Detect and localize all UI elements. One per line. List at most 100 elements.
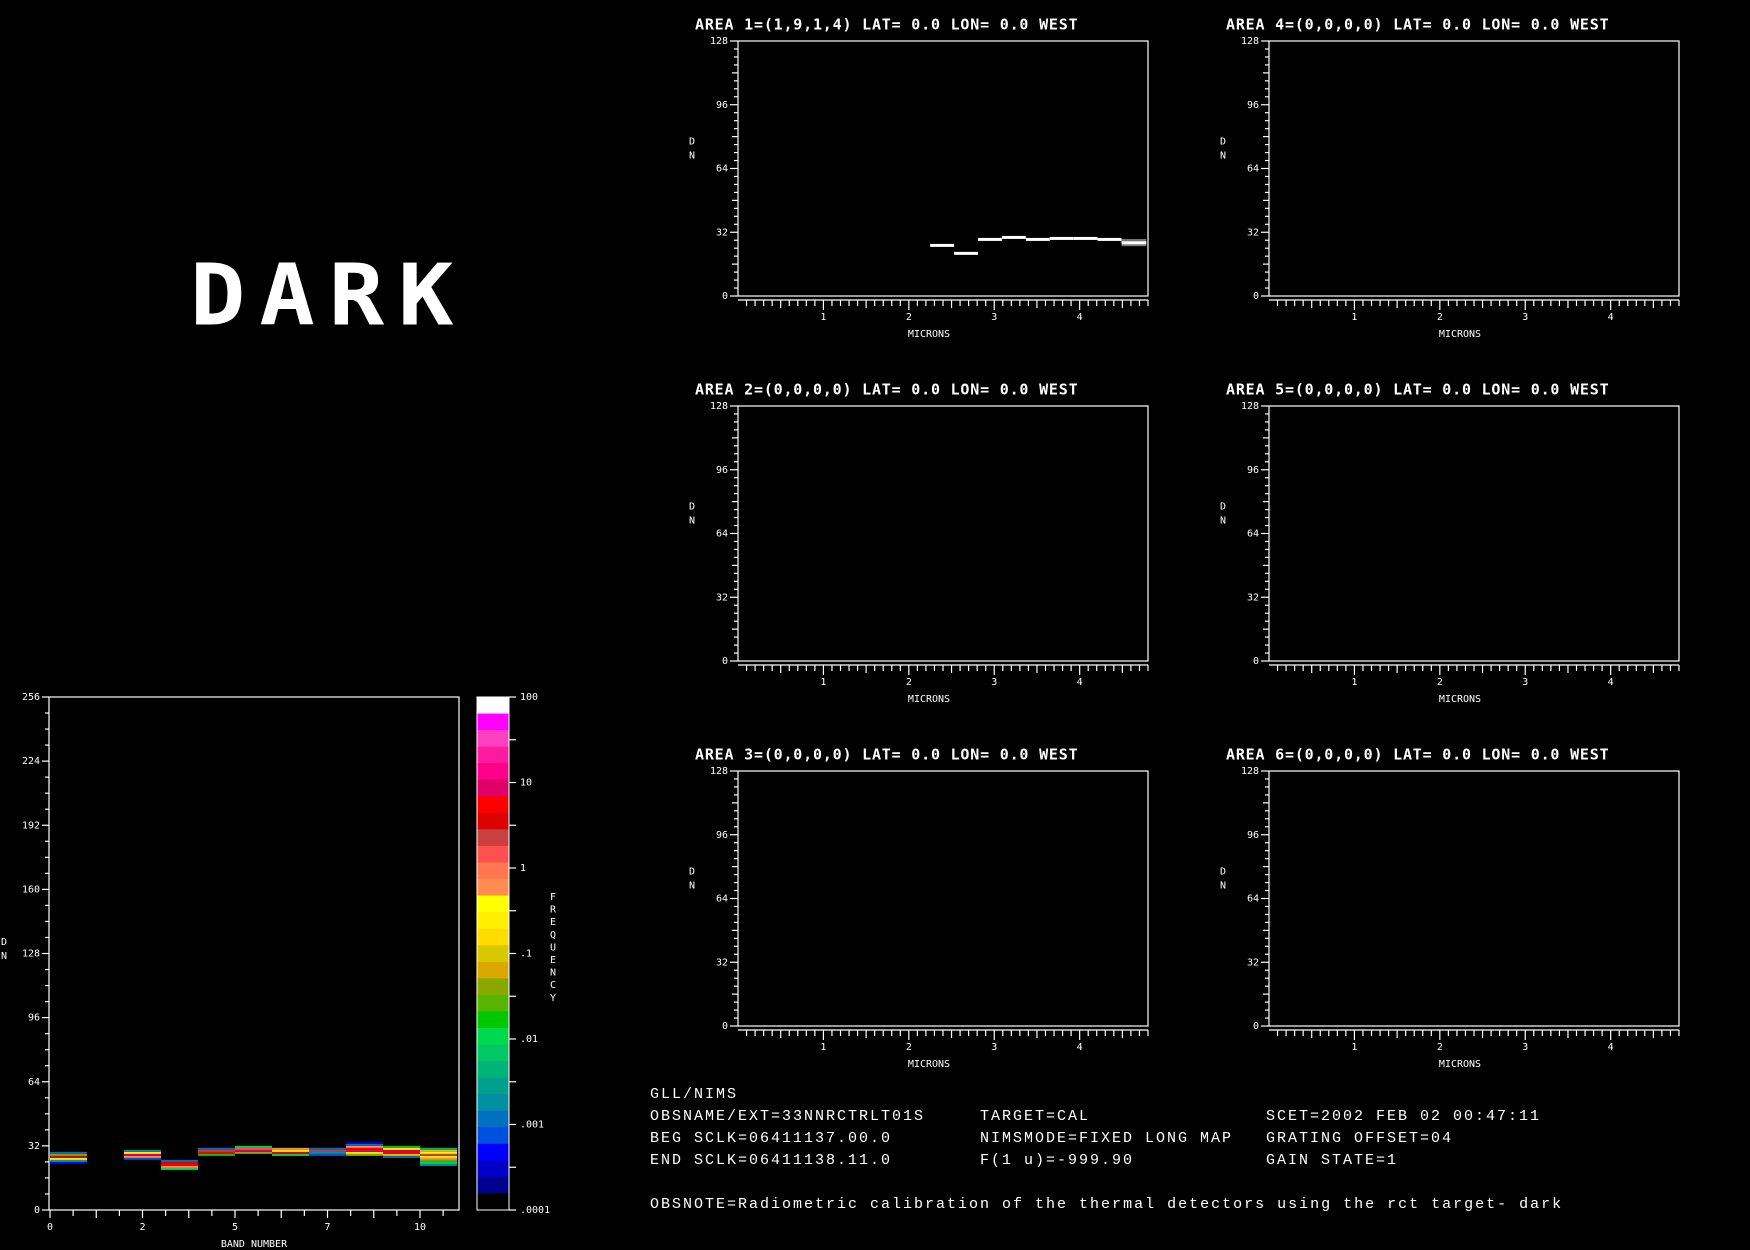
histogram-cell — [346, 1149, 383, 1152]
histogram-cell — [420, 1147, 457, 1150]
area-panel-5: AREA 5=(0,0,0,0) LAT= 0.0 LON= 0.0 WEST 0… — [1220, 381, 1680, 705]
x-tick-label: 2 — [1437, 1042, 1443, 1053]
y-tick-label: 128 — [22, 949, 40, 960]
y-tick-label: 32 — [28, 1141, 40, 1152]
area-title: AREA 4=(0,0,0,0) LAT= 0.0 LON= 0.0 WEST — [1226, 16, 1609, 34]
y-tick-label: 128 — [710, 766, 728, 777]
y-tick-label: 0 — [1253, 1021, 1259, 1032]
spectrum-step — [954, 251, 979, 255]
histogram-cell — [50, 1161, 87, 1164]
histogram-cell — [383, 1147, 420, 1150]
band-histogram-panel: 0 32 64 96 128 160 192 224 256 0 2 5 7 10 BAND NUMBER D… — [1, 692, 460, 1250]
y-tick-label: 128 — [710, 36, 728, 47]
colorbar-swatch — [477, 945, 509, 963]
histogram-cell — [383, 1149, 420, 1152]
histogram-cell — [346, 1151, 383, 1154]
y-tick-label: 64 — [716, 164, 728, 175]
info-beg-sclk: BEG SCLK=06411137.00.0 — [650, 1130, 893, 1147]
colorbar-swatch — [477, 1027, 509, 1046]
x-tick-label: 3 — [991, 312, 997, 323]
colorbar-swatch — [477, 796, 509, 814]
colorbar-swatch — [477, 961, 509, 979]
histogram-cell — [161, 1167, 198, 1170]
area-panel-2: AREA 2=(0,0,0,0) LAT= 0.0 LON= 0.0 WEST 0… — [689, 381, 1149, 705]
histogram-cell — [50, 1159, 87, 1162]
info-scet: SCET=2002 FEB 02 00:47:11 — [1266, 1108, 1542, 1125]
histogram-cell — [198, 1153, 235, 1156]
x-tick-label: 3 — [1522, 1042, 1528, 1053]
colorbar-tick-label: .01 — [520, 1034, 538, 1045]
info-gain-state: GAIN STATE=1 — [1266, 1152, 1399, 1169]
x-tick-label: 7 — [324, 1222, 330, 1233]
y-tick-label: 96 — [716, 830, 728, 841]
x-tick-label: 2 — [906, 312, 912, 323]
histogram-cell — [198, 1147, 235, 1150]
y-tick-label: 0 — [34, 1205, 40, 1216]
plot-frame — [1268, 405, 1680, 662]
colorbar-swatch — [477, 1011, 509, 1029]
spectrum-step — [930, 243, 955, 247]
x-tick-label: 2 — [906, 677, 912, 688]
x-tick-label: 3 — [991, 1042, 997, 1053]
plot-frame — [48, 696, 460, 1211]
x-tick-label: 2 — [139, 1222, 145, 1233]
y-tick-label: 32 — [1247, 957, 1259, 968]
x-axis-label: MICRONS — [908, 694, 950, 705]
info-f1u: F(1 u)=-999.90 — [980, 1152, 1135, 1169]
histogram-cell — [346, 1147, 383, 1150]
colorbar-swatch — [477, 746, 509, 764]
info-obsname: OBSNAME/EXT=33NNRCTRLT01S — [650, 1108, 926, 1125]
colorbar-swatch — [477, 1193, 509, 1211]
y-tick-label: 0 — [1253, 291, 1259, 302]
histogram-cell — [161, 1165, 198, 1168]
spectrum-step — [1121, 241, 1147, 245]
colorbar-swatch — [477, 879, 509, 897]
colorbar-tick-label: 10 — [520, 778, 532, 789]
colorbar-swatch — [477, 895, 509, 913]
histogram-cell — [50, 1157, 87, 1160]
colorbar-swatch — [477, 978, 509, 996]
observation-label: DARK — [190, 246, 468, 345]
histogram-cell — [420, 1157, 457, 1160]
x-tick-label: 2 — [1437, 312, 1443, 323]
x-tick-label: 4 — [1077, 677, 1083, 688]
y-tick-label: 32 — [716, 957, 728, 968]
area-title: AREA 5=(0,0,0,0) LAT= 0.0 LON= 0.0 WEST — [1226, 381, 1609, 399]
histogram-cell — [309, 1149, 346, 1152]
colorbar: 100 10 1 .1 .01 .001 .0001 F R E Q U E N C Y — [476, 692, 557, 1216]
histogram-cell — [272, 1147, 309, 1150]
colorbar-swatch — [477, 1160, 509, 1178]
x-tick-label: 1 — [1351, 677, 1357, 688]
spectrum-step — [978, 237, 1002, 241]
colorbar-swatch — [477, 1110, 509, 1128]
y-tick-label: 64 — [1247, 894, 1259, 905]
y-tick-label: 224 — [22, 756, 40, 767]
spectrum-step — [1025, 237, 1050, 241]
colorbar-swatch — [477, 1176, 509, 1194]
plot-frame — [737, 770, 1149, 1027]
y-tick-label: 96 — [1247, 100, 1259, 111]
area-title: AREA 3=(0,0,0,0) LAT= 0.0 LON= 0.0 WEST — [695, 746, 1078, 764]
info-nimsmode: NIMSMODE=FIXED LONG MAP — [980, 1130, 1234, 1147]
x-axis-label: MICRONS — [1439, 1059, 1481, 1070]
histogram-cell — [420, 1151, 457, 1154]
y-tick-label: 64 — [28, 1077, 40, 1088]
spectrum-step — [1049, 236, 1074, 240]
colorbar-swatch — [477, 862, 509, 880]
area-title: AREA 6=(0,0,0,0) LAT= 0.0 LON= 0.0 WEST — [1226, 746, 1609, 764]
y-tick-label: 128 — [1241, 766, 1259, 777]
x-tick-label: 4 — [1608, 1042, 1614, 1053]
histogram-cell — [235, 1151, 272, 1154]
x-tick-label: 1 — [1351, 1042, 1357, 1053]
y-tick-label: 192 — [22, 820, 40, 831]
histogram-cell — [420, 1153, 457, 1156]
histogram-cell — [161, 1163, 198, 1166]
y-tick-label: 0 — [722, 656, 728, 667]
histogram-cell — [309, 1153, 346, 1156]
